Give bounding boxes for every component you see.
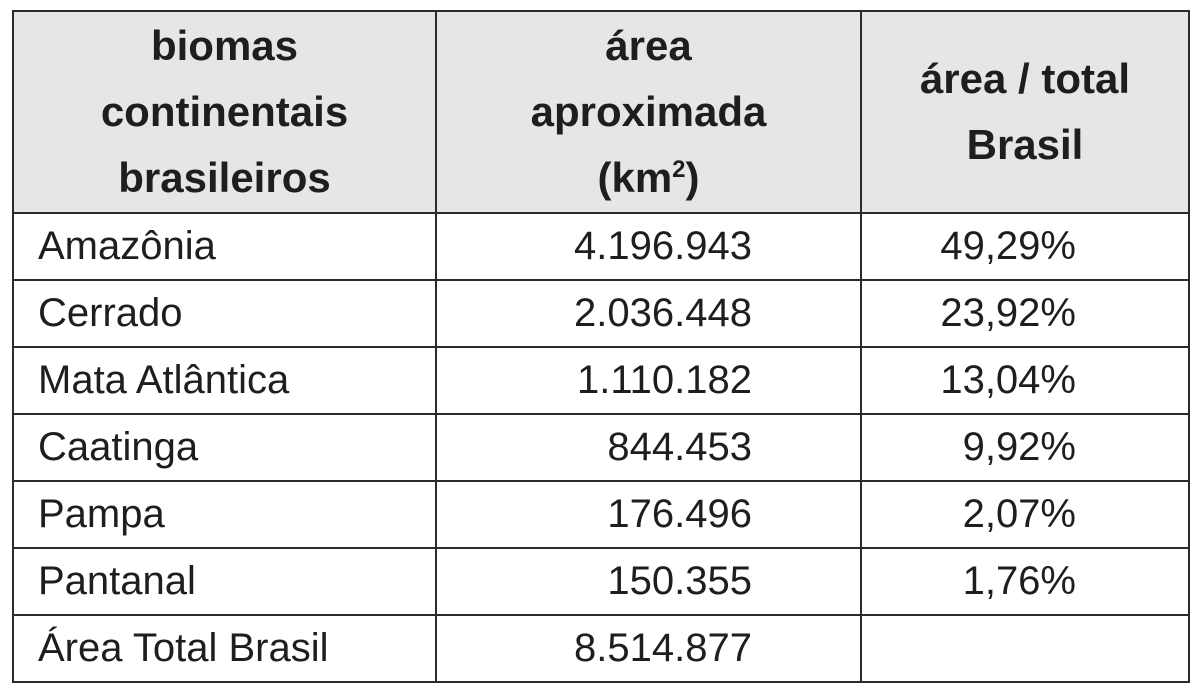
cell-biome-name: Cerrado [12, 279, 437, 348]
cell-biome-name: Amazônia [12, 212, 437, 281]
cell-area: 176.496 [435, 480, 862, 549]
cell-percentage: 9,92% [860, 413, 1190, 482]
cell-area: 2.036.448 [435, 279, 862, 348]
cell-percentage: 49,29% [860, 212, 1190, 281]
cell-area: 150.355 [435, 547, 862, 616]
header-biome: biomas continentais brasileiros [12, 10, 437, 214]
table-row: Amazônia 4.196.943 49,29% [12, 212, 1190, 281]
cell-total-percentage [860, 614, 1190, 683]
header-area-line-2: aproximada [530, 88, 767, 135]
table-row: Caatinga 844.453 9,92% [12, 413, 1190, 482]
header-biome-line-3: brasileiros [118, 154, 331, 201]
cell-biome-name: Caatinga [12, 413, 437, 482]
cell-biome-name: Mata Atlântica [12, 346, 437, 415]
cell-percentage: 13,04% [860, 346, 1190, 415]
header-biome-line-2: continentais [100, 88, 349, 135]
header-ratio-line-2: Brasil [966, 121, 1084, 168]
cell-percentage: 1,76% [860, 547, 1190, 616]
header-area-unit-close: ) [685, 154, 700, 201]
biomes-table: biomas continentais brasileiros área apr… [12, 10, 1190, 683]
header-area-unit: (km [597, 154, 673, 201]
cell-area: 1.110.182 [435, 346, 862, 415]
header-area-line-1: área [605, 22, 692, 69]
cell-area: 844.453 [435, 413, 862, 482]
cell-total-label: Área Total Brasil [12, 614, 437, 683]
header-area: área aproximada (km2) [435, 10, 862, 214]
header-ratio-line-1: área / total [919, 55, 1131, 102]
header-biome-line-1: biomas [150, 22, 299, 69]
table-row: Cerrado 2.036.448 23,92% [12, 279, 1190, 348]
table-row: Pampa 176.496 2,07% [12, 480, 1190, 549]
cell-biome-name: Pampa [12, 480, 437, 549]
header-area-unit-exponent: 2 [672, 156, 686, 183]
header-area-line-3: (km2) [437, 145, 860, 211]
table-row: Mata Atlântica 1.110.182 13,04% [12, 346, 1190, 415]
cell-area: 4.196.943 [435, 212, 862, 281]
cell-percentage: 23,92% [860, 279, 1190, 348]
table-row-total: Área Total Brasil 8.514.877 [12, 614, 1190, 683]
table-row: Pantanal 150.355 1,76% [12, 547, 1190, 616]
cell-percentage: 2,07% [860, 480, 1190, 549]
header-row: biomas continentais brasileiros área apr… [12, 10, 1190, 214]
cell-total-area: 8.514.877 [435, 614, 862, 683]
cell-biome-name: Pantanal [12, 547, 437, 616]
header-ratio: área / total Brasil [860, 10, 1190, 214]
